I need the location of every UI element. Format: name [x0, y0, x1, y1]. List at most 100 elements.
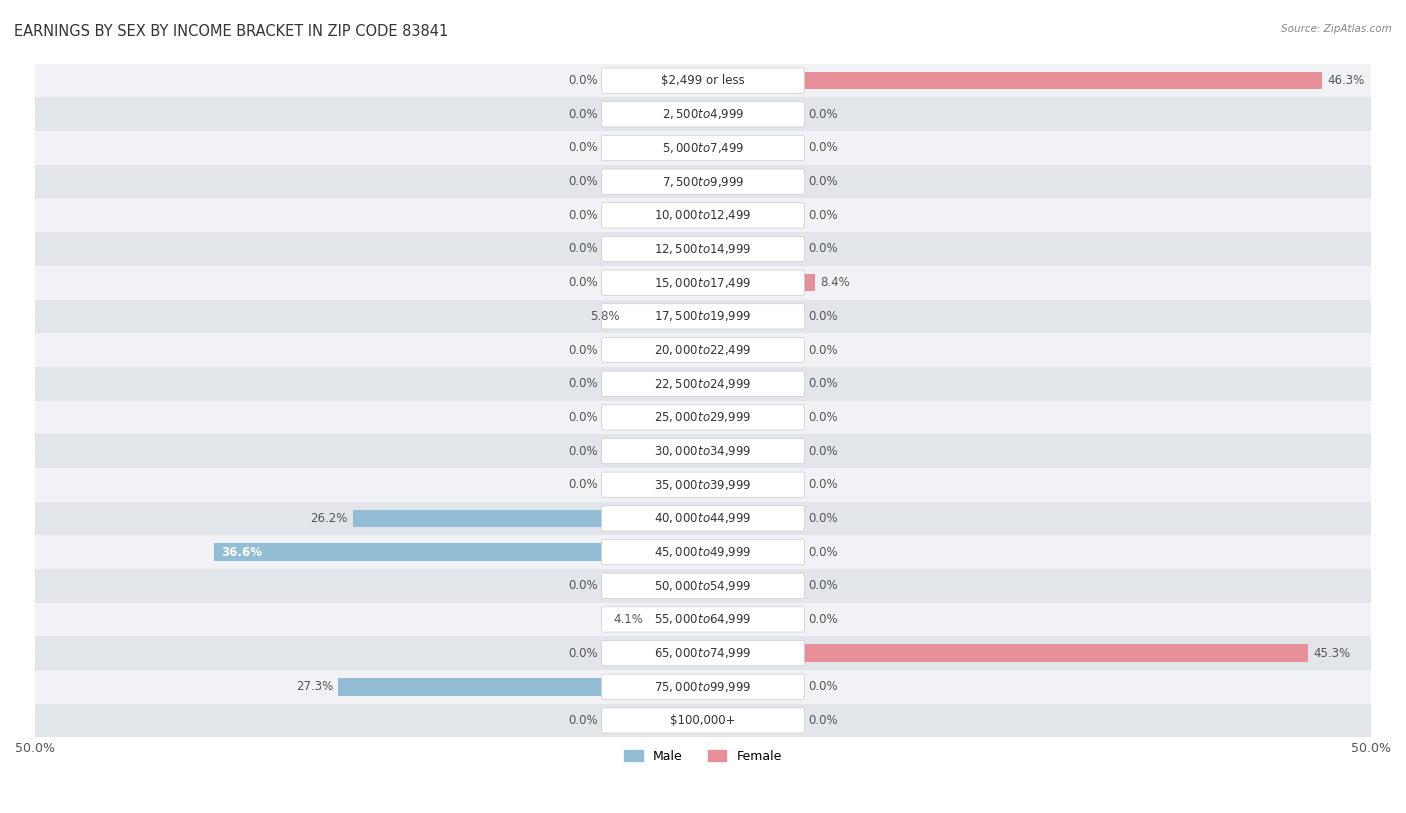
Text: 0.0%: 0.0%	[808, 310, 838, 323]
Text: 0.0%: 0.0%	[568, 344, 598, 357]
Bar	[35, 198, 1371, 233]
Bar	[35, 468, 1371, 502]
Text: $65,000 to $74,999: $65,000 to $74,999	[654, 646, 752, 660]
Bar	[626, 307, 703, 325]
FancyBboxPatch shape	[602, 304, 804, 329]
Text: 0.0%: 0.0%	[808, 242, 838, 255]
Bar	[703, 274, 815, 291]
Text: 0.0%: 0.0%	[568, 377, 598, 390]
FancyBboxPatch shape	[602, 202, 804, 228]
Bar	[214, 543, 703, 561]
FancyBboxPatch shape	[602, 573, 804, 598]
Text: 0.0%: 0.0%	[808, 411, 838, 424]
Text: $45,000 to $49,999: $45,000 to $49,999	[654, 545, 752, 559]
FancyBboxPatch shape	[602, 674, 804, 699]
FancyBboxPatch shape	[602, 237, 804, 262]
Text: $17,500 to $19,999: $17,500 to $19,999	[654, 310, 752, 324]
Text: 0.0%: 0.0%	[568, 714, 598, 727]
Bar	[353, 510, 703, 527]
FancyBboxPatch shape	[602, 472, 804, 498]
FancyBboxPatch shape	[602, 371, 804, 396]
Bar	[35, 569, 1371, 602]
Text: 0.0%: 0.0%	[568, 108, 598, 121]
Text: 8.4%: 8.4%	[821, 276, 851, 289]
Bar	[35, 333, 1371, 367]
FancyBboxPatch shape	[602, 68, 804, 93]
Text: 0.0%: 0.0%	[808, 680, 838, 693]
Legend: Male, Female: Male, Female	[619, 745, 787, 768]
FancyBboxPatch shape	[602, 270, 804, 295]
Text: $12,500 to $14,999: $12,500 to $14,999	[654, 242, 752, 256]
Bar	[35, 233, 1371, 266]
Text: 0.0%: 0.0%	[808, 613, 838, 626]
Text: 0.0%: 0.0%	[568, 209, 598, 222]
Text: $20,000 to $22,499: $20,000 to $22,499	[654, 343, 752, 357]
Bar	[35, 637, 1371, 670]
Bar	[35, 502, 1371, 535]
Bar	[35, 535, 1371, 569]
Bar	[703, 72, 1322, 89]
Text: 0.0%: 0.0%	[568, 445, 598, 458]
Text: 0.0%: 0.0%	[568, 411, 598, 424]
FancyBboxPatch shape	[602, 506, 804, 531]
FancyBboxPatch shape	[602, 540, 804, 565]
Bar	[339, 678, 703, 696]
Text: $15,000 to $17,499: $15,000 to $17,499	[654, 276, 752, 289]
Text: $25,000 to $29,999: $25,000 to $29,999	[654, 411, 752, 424]
Text: $75,000 to $99,999: $75,000 to $99,999	[654, 680, 752, 693]
Text: 0.0%: 0.0%	[568, 141, 598, 154]
Text: 0.0%: 0.0%	[808, 478, 838, 491]
FancyBboxPatch shape	[602, 606, 804, 632]
Text: 0.0%: 0.0%	[808, 175, 838, 188]
Bar	[35, 703, 1371, 737]
Text: $5,000 to $7,499: $5,000 to $7,499	[662, 141, 744, 155]
Text: $55,000 to $64,999: $55,000 to $64,999	[654, 612, 752, 627]
Text: $22,500 to $24,999: $22,500 to $24,999	[654, 376, 752, 391]
FancyBboxPatch shape	[602, 708, 804, 733]
Bar	[35, 670, 1371, 703]
Text: 0.0%: 0.0%	[808, 512, 838, 525]
Bar	[35, 131, 1371, 165]
Text: 0.0%: 0.0%	[808, 141, 838, 154]
Bar	[703, 645, 1308, 662]
FancyBboxPatch shape	[602, 641, 804, 666]
Text: 0.0%: 0.0%	[808, 108, 838, 121]
Bar	[35, 299, 1371, 333]
Text: 26.2%: 26.2%	[311, 512, 347, 525]
Text: 0.0%: 0.0%	[808, 579, 838, 592]
Text: $7,500 to $9,999: $7,500 to $9,999	[662, 175, 744, 189]
Bar	[648, 611, 703, 628]
Text: EARNINGS BY SEX BY INCOME BRACKET IN ZIP CODE 83841: EARNINGS BY SEX BY INCOME BRACKET IN ZIP…	[14, 24, 449, 39]
Text: 45.3%: 45.3%	[1313, 646, 1351, 659]
Text: 0.0%: 0.0%	[568, 646, 598, 659]
Text: $30,000 to $34,999: $30,000 to $34,999	[654, 444, 752, 458]
FancyBboxPatch shape	[602, 102, 804, 127]
Text: $100,000+: $100,000+	[671, 714, 735, 727]
Bar	[35, 165, 1371, 198]
Text: 0.0%: 0.0%	[808, 344, 838, 357]
Text: $2,499 or less: $2,499 or less	[661, 74, 745, 87]
FancyBboxPatch shape	[602, 135, 804, 161]
Text: 0.0%: 0.0%	[568, 242, 598, 255]
Text: 0.0%: 0.0%	[568, 276, 598, 289]
Text: 36.6%: 36.6%	[221, 546, 262, 559]
Bar	[35, 98, 1371, 131]
Text: 0.0%: 0.0%	[808, 714, 838, 727]
Text: $10,000 to $12,499: $10,000 to $12,499	[654, 208, 752, 222]
Bar	[35, 434, 1371, 468]
Text: 0.0%: 0.0%	[808, 377, 838, 390]
Text: $50,000 to $54,999: $50,000 to $54,999	[654, 579, 752, 593]
Text: 0.0%: 0.0%	[808, 445, 838, 458]
Text: 27.3%: 27.3%	[295, 680, 333, 693]
Text: $40,000 to $44,999: $40,000 to $44,999	[654, 511, 752, 525]
FancyBboxPatch shape	[602, 169, 804, 194]
Text: 0.0%: 0.0%	[568, 579, 598, 592]
Text: 0.0%: 0.0%	[808, 209, 838, 222]
Text: 5.8%: 5.8%	[591, 310, 620, 323]
Bar	[35, 602, 1371, 637]
Bar	[35, 266, 1371, 299]
Text: 46.3%: 46.3%	[1327, 74, 1364, 87]
Text: 0.0%: 0.0%	[568, 74, 598, 87]
Text: 0.0%: 0.0%	[568, 175, 598, 188]
Text: $2,500 to $4,999: $2,500 to $4,999	[662, 107, 744, 121]
